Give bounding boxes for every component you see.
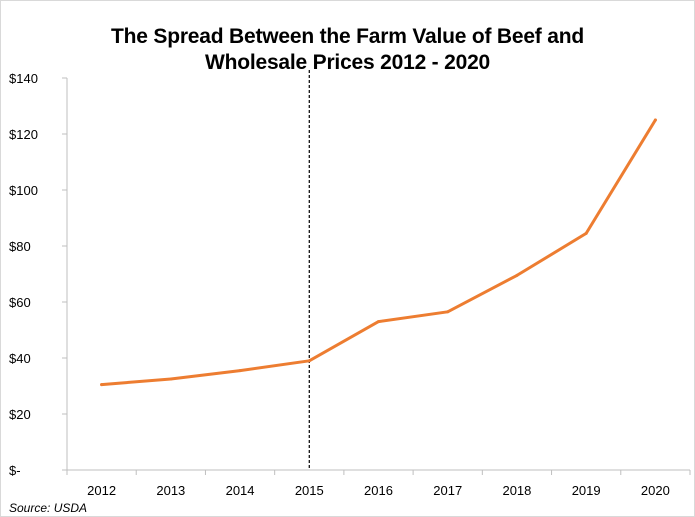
chart-title: The Spread Between the Farm Value of Bee…: [0, 24, 695, 76]
x-tick-label: 2019: [572, 483, 601, 498]
x-tick-label: 2012: [87, 483, 116, 498]
y-tick-label: $60: [9, 295, 31, 310]
y-tick-label: $20: [9, 407, 31, 422]
x-tick-label: 2020: [641, 483, 670, 498]
y-tick-label: $100: [9, 183, 38, 198]
data-point: [307, 359, 311, 363]
series-line: [100, 118, 657, 387]
y-tick-label: $140: [9, 71, 38, 86]
data-point: [515, 273, 519, 277]
data-point: [238, 369, 242, 373]
chart-title-line-1: The Spread Between the Farm Value of Bee…: [111, 25, 584, 48]
data-point: [100, 383, 104, 387]
data-point: [446, 310, 450, 314]
source-note: Source: USDA: [9, 501, 88, 515]
y-tick-label: $-: [9, 463, 21, 478]
data-point: [169, 377, 173, 381]
x-tick-label: 2018: [502, 483, 531, 498]
y-tick-label: $80: [9, 239, 31, 254]
x-tick-label: 2013: [156, 483, 185, 498]
data-point: [584, 231, 588, 235]
y-tick-label: $40: [9, 351, 31, 366]
x-tick-label: 2014: [226, 483, 255, 498]
y-tick-label: $120: [9, 127, 38, 142]
chart-title-line-2: Wholesale Prices 2012 - 2020: [204, 51, 491, 74]
x-tick-label: 2016: [364, 483, 393, 498]
x-tick-label: 2015: [295, 483, 324, 498]
x-tick-label: 2017: [433, 483, 462, 498]
data-point: [377, 320, 380, 324]
data-point: [653, 118, 657, 122]
